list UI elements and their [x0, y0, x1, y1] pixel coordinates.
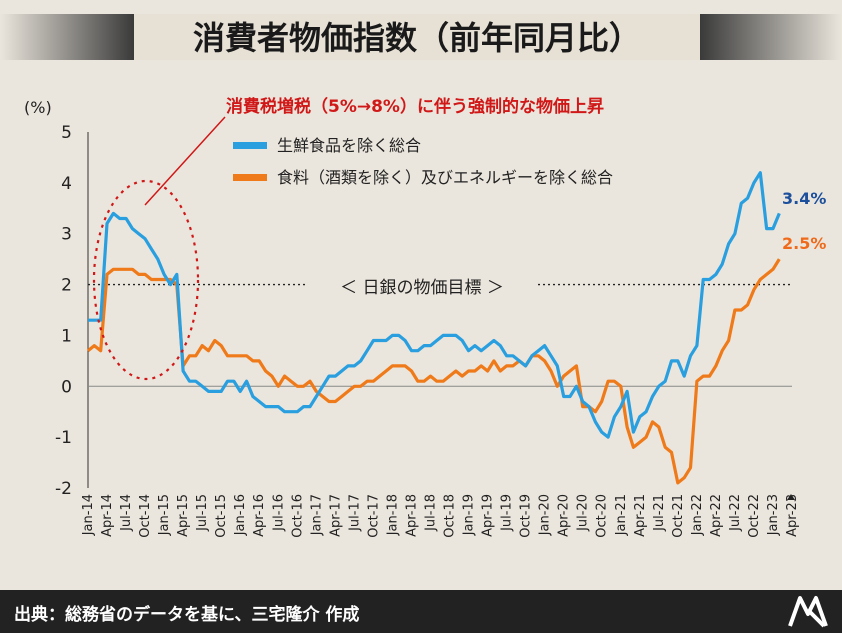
x-tick-label: Oct-21 [671, 494, 686, 538]
page-title: 消費者物価指数（前年同月比） [193, 19, 641, 57]
y-tick-label: 3 [61, 225, 72, 245]
x-tick-label: Apr-15 [176, 494, 191, 537]
x-tick-label: Apr-16 [252, 494, 267, 537]
footer-source: 出典：総務省のデータを基に、三宅隆介 作成 [14, 605, 360, 625]
x-tick-label: Oct-16 [290, 494, 305, 538]
x-tick-label: Jul-18 [423, 494, 438, 532]
y-tick-label: -2 [55, 479, 72, 499]
x-tick-label: Jan-15 [157, 494, 172, 536]
arrow-up-icon [787, 494, 795, 500]
x-tick-label: Oct-17 [366, 494, 381, 538]
x-tick-label: Jan-18 [385, 494, 400, 536]
x-tick-label: Jan-22 [690, 494, 705, 536]
x-tick-label: Oct-20 [595, 494, 610, 538]
y-tick-label: 4 [61, 174, 72, 194]
x-tick-label: Jan-16 [233, 494, 248, 536]
x-tick-label: Oct-22 [747, 494, 762, 538]
x-tick-label: Oct-14 [138, 494, 153, 538]
title-bg [134, 14, 700, 60]
tax-annotation-line [144, 116, 226, 206]
x-tick-label: Apr-23 [785, 494, 800, 537]
end-label-core: 3.4% [782, 189, 826, 208]
title-band-right [700, 14, 842, 60]
y-tick-label: 1 [61, 326, 72, 346]
x-tick-label: Apr-14 [100, 494, 115, 537]
footer: 出典：総務省のデータを基に、三宅隆介 作成 [0, 590, 842, 633]
target-label-bg [306, 273, 538, 299]
y-tick-label: -1 [55, 428, 72, 448]
logo-icon [788, 596, 828, 628]
title-band-left [0, 14, 134, 60]
x-tick-label: Jan-19 [462, 494, 477, 536]
x-tick-label: Jan-17 [309, 494, 324, 536]
x-tick-label: Apr-20 [557, 494, 572, 537]
x-tick-label: Apr-22 [709, 494, 724, 537]
x-tick-label: Oct-18 [443, 494, 458, 538]
x-tick-label: Jul-22 [728, 494, 743, 532]
y-tick-label: 0 [61, 377, 72, 397]
end-label-corecore: 2.5% [782, 234, 826, 253]
tax-annotation-text: 消費税増税（5%→8%）に伴う強制的な物価上昇 [226, 96, 604, 117]
x-tick-label: Jul-14 [119, 494, 134, 532]
tax-hike-ellipse [92, 179, 200, 381]
x-tick-label: Jul-15 [195, 494, 210, 532]
x-tick-label: Jan-14 [81, 494, 96, 536]
x-tick-label: Jul-21 [652, 494, 667, 532]
series-line-core [88, 171, 781, 439]
x-tick-label: Jul-19 [500, 494, 515, 532]
y-tick-label: 2 [61, 276, 72, 296]
x-tick-label: Oct-15 [214, 494, 229, 538]
series-group [86, 171, 781, 485]
x-tick-label: Jul-17 [347, 494, 362, 532]
x-tick-label: Apr-17 [328, 494, 343, 537]
y-unit-label: (%) [24, 98, 52, 117]
series-line-corecore [86, 258, 781, 485]
target-label: ＜ 日銀の物価目標 ＞ [340, 278, 504, 298]
x-tick-label: Apr-18 [404, 494, 419, 537]
y-tick-label: 5 [61, 123, 72, 143]
x-tick-label: Jan-23 [766, 494, 781, 536]
x-tick-label: Apr-19 [481, 494, 496, 537]
x-tick-label: Apr-21 [633, 494, 648, 537]
legend-swatch-corecore [233, 174, 267, 181]
legend-swatch-core [233, 142, 267, 149]
x-tick-label: Jan-21 [614, 494, 629, 536]
x-tick-label: Jan-20 [538, 494, 553, 536]
x-tick-label: Oct-19 [519, 494, 534, 538]
legend-label-corecore: 食料（酒類を除く）及びエネルギーを除く総合 [277, 168, 613, 187]
legend-label-core: 生鮮食品を除く総合 [277, 136, 421, 155]
x-tick-label: Jul-16 [271, 494, 286, 532]
x-tick-label: Jul-20 [576, 494, 591, 532]
